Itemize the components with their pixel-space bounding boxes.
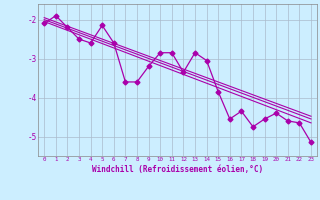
X-axis label: Windchill (Refroidissement éolien,°C): Windchill (Refroidissement éolien,°C) — [92, 165, 263, 174]
